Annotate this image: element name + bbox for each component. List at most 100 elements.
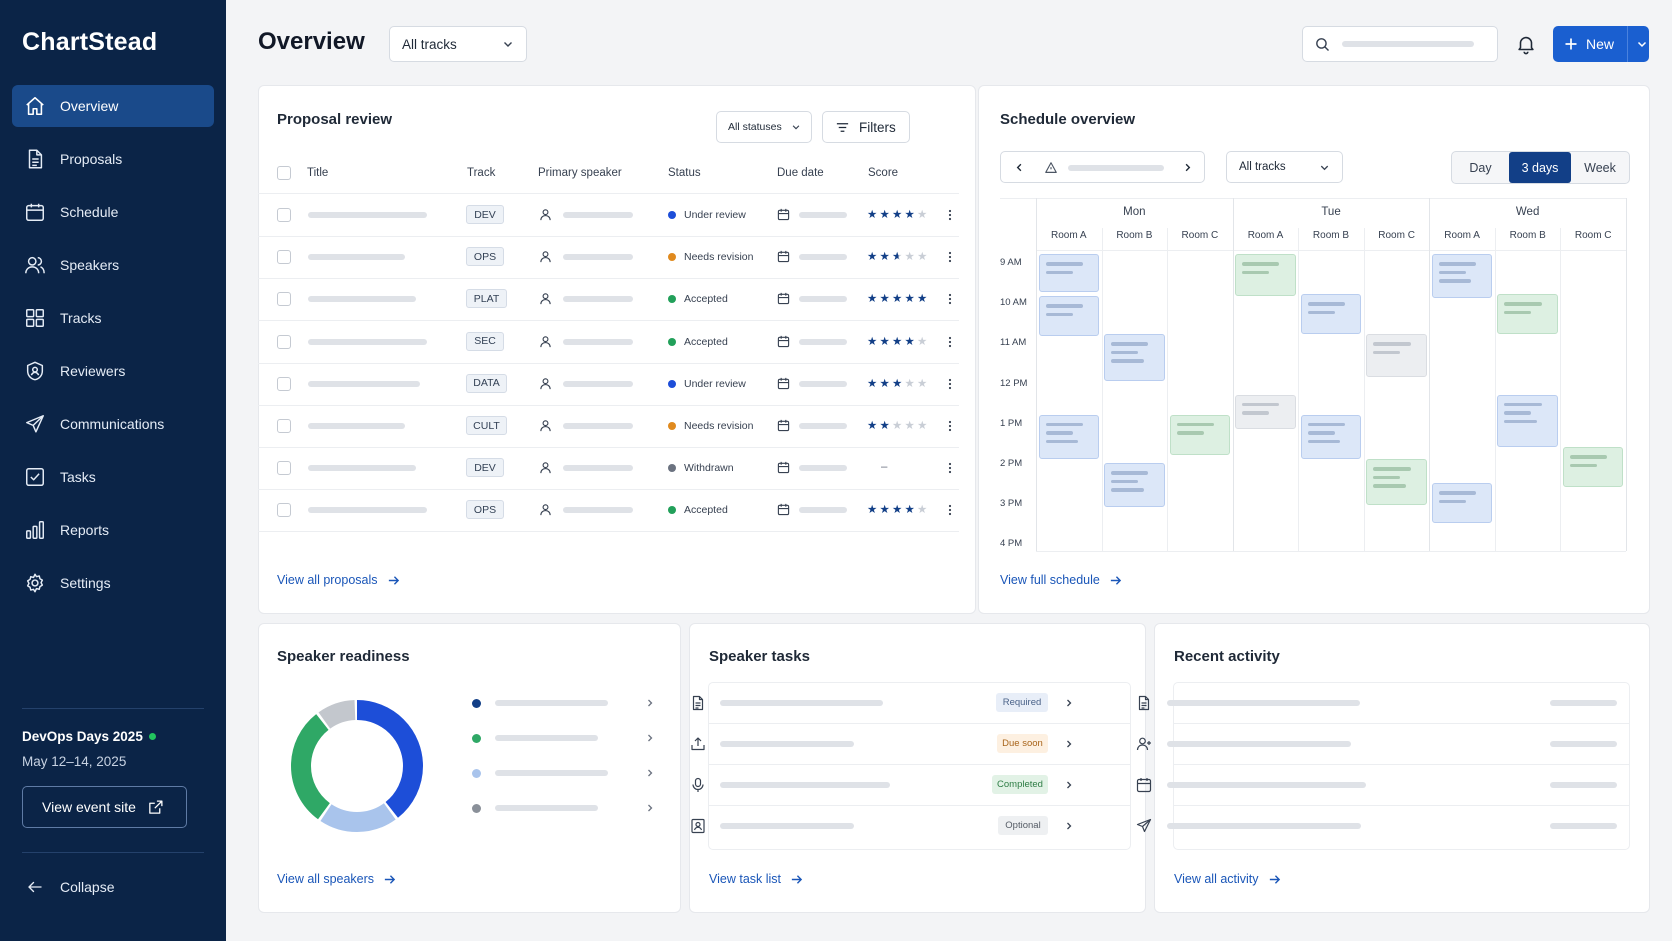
sidebar-item-overview[interactable]: Overview xyxy=(12,85,214,127)
proposal-review-card xyxy=(258,85,976,614)
view-all-proposals-link[interactable]: View all proposals xyxy=(277,573,400,587)
more-options-icon[interactable] xyxy=(948,336,952,348)
schedule-event[interactable] xyxy=(1497,294,1558,335)
title-placeholder xyxy=(308,338,427,345)
view-full-schedule-link[interactable]: View full schedule xyxy=(1000,573,1122,587)
grid-icon xyxy=(26,309,44,327)
sidebar-item-reviewers[interactable]: Reviewers xyxy=(12,350,214,392)
sidebar-item-speakers[interactable]: Speakers xyxy=(12,244,214,286)
bell-icon[interactable] xyxy=(1515,33,1537,55)
row-checkbox[interactable] xyxy=(277,250,291,265)
sidebar-item-schedule[interactable]: Schedule xyxy=(12,191,214,233)
more-options-icon[interactable] xyxy=(948,420,952,432)
legend-label-placeholder xyxy=(495,805,598,811)
column-header-primary-speaker[interactable]: Primary speaker xyxy=(538,167,622,179)
sidebar-item-label: Speakers xyxy=(60,257,120,273)
new-button[interactable]: New xyxy=(1553,26,1649,62)
status-dot xyxy=(668,211,676,219)
search-input[interactable] xyxy=(1302,26,1498,62)
chevron-left-icon[interactable] xyxy=(1014,162,1025,173)
sidebar-item-reports[interactable]: Reports xyxy=(12,509,214,551)
schedule-event[interactable] xyxy=(1300,414,1362,459)
more-options-icon[interactable] xyxy=(948,504,952,516)
due-date-placeholder xyxy=(799,296,847,303)
sidebar-item-tracks[interactable]: Tracks xyxy=(12,297,214,339)
arrow-right-icon xyxy=(388,575,399,585)
row-checkbox[interactable] xyxy=(277,461,291,476)
status-filter-select[interactable]: All statuses xyxy=(716,111,812,143)
schedule-event[interactable] xyxy=(1366,459,1427,506)
schedule-event[interactable] xyxy=(1038,296,1100,337)
row-checkbox[interactable] xyxy=(277,503,291,518)
score-stars: ★★★★★ xyxy=(867,293,930,306)
grid-line xyxy=(1232,198,1234,551)
sidebar-item-settings[interactable]: Settings xyxy=(12,562,214,604)
row-checkbox[interactable] xyxy=(277,292,291,307)
column-header-score[interactable]: Score xyxy=(868,167,899,179)
list-divider xyxy=(1174,723,1629,724)
row-checkbox[interactable] xyxy=(277,376,291,391)
row-checkbox[interactable] xyxy=(277,334,291,349)
schedule-event[interactable] xyxy=(1038,254,1100,293)
collapse-button[interactable]: Collapse xyxy=(26,878,114,896)
schedule-event[interactable] xyxy=(1104,334,1165,381)
sidebar-item-label: Tasks xyxy=(60,469,96,485)
plus-icon xyxy=(1565,38,1577,50)
legend-label-placeholder xyxy=(495,700,608,706)
schedule-event[interactable] xyxy=(1235,254,1296,297)
list-divider xyxy=(709,723,1130,724)
schedule-event[interactable] xyxy=(1366,334,1427,377)
column-header-status[interactable]: Status xyxy=(668,167,701,179)
view-day-button[interactable]: Day xyxy=(1469,160,1492,175)
row-checkbox[interactable] xyxy=(277,208,291,222)
schedule-event[interactable] xyxy=(1497,394,1558,447)
chevron-right-icon xyxy=(1067,740,1072,748)
event-status-dot xyxy=(149,733,156,740)
more-options-icon[interactable] xyxy=(948,251,952,263)
list-divider xyxy=(1174,764,1629,765)
schedule-event[interactable] xyxy=(1104,463,1165,508)
track-filter-value: All tracks xyxy=(402,36,457,52)
speaker-readiness-title: Speaker readiness xyxy=(277,648,410,665)
column-header-track[interactable]: Track xyxy=(467,167,496,179)
schedule-track-select[interactable]: All tracks xyxy=(1226,151,1343,183)
filters-button[interactable]: Filters xyxy=(822,111,910,143)
schedule-event[interactable] xyxy=(1431,254,1493,299)
more-options-icon[interactable] xyxy=(948,378,952,390)
chevron-right-icon[interactable] xyxy=(1182,162,1193,173)
schedule-event[interactable] xyxy=(1431,483,1493,524)
schedule-event[interactable] xyxy=(1300,294,1362,335)
table-divider xyxy=(258,531,959,533)
view-all-speakers-link[interactable]: View all speakers xyxy=(277,872,396,886)
more-options-icon[interactable] xyxy=(948,293,952,305)
sidebar-item-proposals[interactable]: Proposals xyxy=(12,138,214,180)
score-stars: ★★★★★ xyxy=(867,209,930,221)
sidebar-item-communications[interactable]: Communications xyxy=(12,403,214,445)
view-3-days-button[interactable]: 3 days xyxy=(1509,152,1571,183)
more-options-icon[interactable] xyxy=(948,209,952,221)
chevron-down-icon[interactable] xyxy=(1636,38,1648,50)
schedule-event[interactable] xyxy=(1038,414,1100,459)
arrow-right-icon xyxy=(384,874,396,884)
app-logo: ChartStead xyxy=(22,28,158,56)
more-options-icon[interactable] xyxy=(948,462,952,474)
view-week-button[interactable]: Week xyxy=(1584,160,1616,175)
view-all-activity-link[interactable]: View all activity xyxy=(1174,872,1281,886)
sidebar-item-tasks[interactable]: Tasks xyxy=(12,456,214,498)
sidebar-item-label: Settings xyxy=(60,575,111,591)
view-task-list-link[interactable]: View task list xyxy=(709,872,803,886)
schedule-event[interactable] xyxy=(1562,447,1624,488)
column-header-title[interactable]: Title xyxy=(307,167,329,179)
score-empty: – xyxy=(881,461,890,474)
table-divider xyxy=(258,320,959,322)
view-event-site-button[interactable]: View event site xyxy=(22,786,187,828)
column-header-due-date[interactable]: Due date xyxy=(777,167,824,179)
row-checkbox[interactable] xyxy=(277,419,291,433)
view-task-list-label: View task list xyxy=(709,872,782,886)
select-all-checkbox[interactable] xyxy=(277,166,291,180)
track-filter-select[interactable]: All tracks xyxy=(389,26,527,62)
schedule-event[interactable] xyxy=(1235,394,1296,429)
schedule-event[interactable] xyxy=(1169,414,1231,455)
grid-line xyxy=(1036,551,1626,552)
sidebar-divider xyxy=(22,852,204,853)
